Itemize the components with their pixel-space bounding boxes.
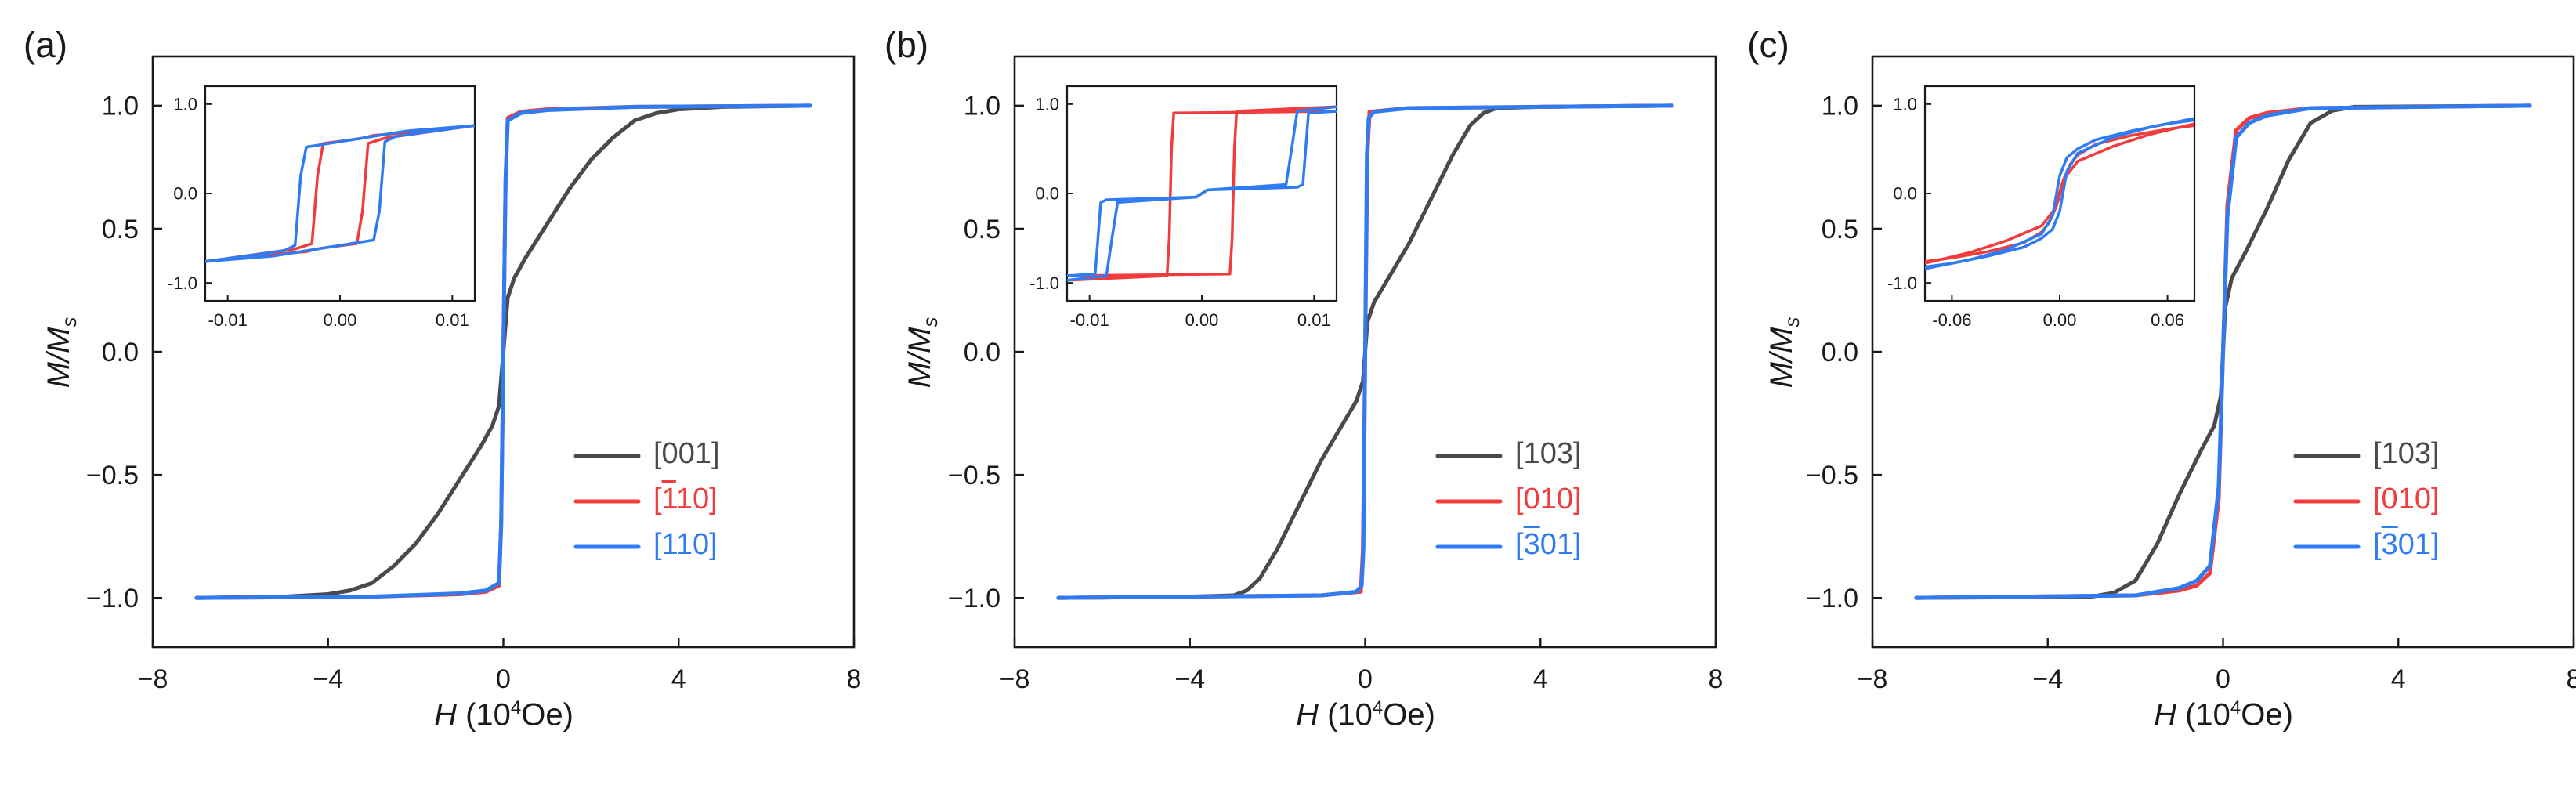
panel-a-x-tick-label: −4 — [313, 664, 343, 694]
series-line--010-up — [1067, 105, 1337, 277]
panel-b-x-tick-label: 0 — [1358, 664, 1373, 694]
panel-c-inset-x-tick-label: 0.06 — [2151, 310, 2184, 330]
panel-c-x-tick-label: 0 — [2216, 664, 2230, 694]
x-axis-title-a: H (104Oe) — [434, 697, 573, 733]
panel-b-y-tick-label: 1.0 — [964, 92, 1000, 121]
legend-entry-c-2: [010] — [2373, 483, 2440, 515]
panel-c-y-tick-label: −0.5 — [1806, 461, 1858, 490]
panel-a-x-tick-label: −8 — [138, 664, 168, 694]
panel-label-a: (a) — [23, 24, 68, 65]
series-line--110-down — [205, 124, 475, 263]
panel-c-x-tick-label: 8 — [2567, 664, 2576, 694]
panel-a-axes: −8 −4 0 4 8 −1.0 −0.5 0.0 0.5 1.0 — [86, 55, 862, 694]
panel-a-inset-y-tick-label: -1.0 — [168, 273, 197, 293]
legend-entry-c-1: [103] — [2373, 437, 2440, 470]
panel-a-inset-x-tick-label: 0.00 — [324, 310, 357, 330]
series-line--301-down — [1925, 117, 2194, 269]
legend-entry-a-3: [110] — [653, 528, 718, 561]
legend-entry-b-2: [010] — [1515, 483, 1582, 515]
series-line--301- — [1056, 103, 1674, 600]
panel-c-series-group — [1914, 103, 2532, 600]
panel-a-inset-x-tick-label: -0.01 — [208, 310, 248, 330]
panel-c-y-tick-label: −1.0 — [1806, 584, 1858, 613]
panel-b-inset-series-group — [1067, 105, 1337, 282]
panel-a-inset-y-tick-label: 0.0 — [173, 184, 197, 204]
y-axis-title-b: M/Ms — [903, 317, 942, 389]
panel-b-inset-y-tick-label: -1.0 — [1029, 273, 1059, 293]
panel-b-axes: −8 −4 0 4 8 −1.0 −0.5 0.0 0.5 1.0 — [948, 55, 1724, 694]
legend-entry-c-3: [301] — [2373, 528, 2440, 561]
panel-b-x-tick-label: 8 — [1709, 664, 1724, 694]
panel-b-y-tick-label: 0.5 — [964, 215, 1000, 244]
panel-b-x-tick-label: −8 — [1000, 664, 1030, 694]
panel-b-inset-y-tick-label: 1.0 — [1035, 95, 1059, 114]
panel-label-b: (b) — [884, 24, 929, 65]
legend-entry-a-1: [001] — [653, 437, 720, 470]
panel-b-y-tick-label: −1.0 — [948, 584, 1000, 613]
panel-a-x-tick-label: 8 — [847, 664, 862, 694]
panel-c-inset-y-tick-label: 1.0 — [1893, 95, 1917, 114]
panel-b-x-tick-label: −4 — [1174, 664, 1205, 694]
panel-c-y-tick-label: 0.5 — [1822, 215, 1858, 244]
series-line--110- — [194, 103, 812, 600]
x-axis-title-c: H (104Oe) — [2154, 697, 2293, 733]
panel-b-y-tick-label: −0.5 — [948, 461, 1000, 490]
panel-label-c: (c) — [1747, 24, 1789, 65]
panel-a-inset-axes: -0.01 0.00 0.01 -1.0 0.0 1.0 — [168, 85, 476, 330]
legend-entry-b-3: [301] — [1515, 528, 1582, 561]
series-line--110-up — [205, 124, 475, 263]
panel-c-inset-y-tick-label: -1.0 — [1887, 273, 1917, 293]
panel-c-inset-y-tick-label: 0.0 — [1893, 184, 1917, 204]
panel-c-inset-series-group — [1925, 117, 2194, 270]
panel-a-x-tick-label: 0 — [496, 664, 511, 694]
panel-c-x-tick-label: 4 — [2391, 664, 2406, 694]
y-axis-title-a: M/Ms — [42, 317, 81, 389]
panel-a-x-tick-label: 4 — [671, 664, 686, 694]
panel-a-y-tick-label: −1.0 — [86, 584, 139, 613]
series-line--301- — [1914, 103, 2532, 600]
panel-b-series-group — [1056, 103, 1674, 600]
panel-c-y-tick-label: 1.0 — [1822, 92, 1858, 121]
panel-b-x-tick-label: 4 — [1533, 664, 1548, 694]
panel-a-y-tick-label: 0.0 — [102, 338, 139, 367]
panel-a-y-tick-label: 1.0 — [102, 92, 139, 121]
panel-a-y-tick-label: 0.5 — [102, 215, 139, 244]
panel-a-inset-x-tick-label: 0.01 — [436, 310, 469, 330]
panel-a-inset-frame — [204, 85, 476, 302]
panel-c-inset-x-tick-label: 0.00 — [2043, 310, 2077, 330]
y-axis-title-c: M/Ms — [1764, 317, 1804, 389]
panel-a-inset-y-tick-label: 1.0 — [173, 95, 197, 114]
panel-b-inset-x-tick-label: 0.01 — [1297, 310, 1331, 330]
panel-b-inset-x-tick-label: -0.01 — [1070, 310, 1109, 330]
legend-entry-a-2: [110] — [653, 483, 718, 515]
panel-c-x-tick-label: −4 — [2032, 664, 2063, 694]
panel-c-y-tick-label: 0.0 — [1822, 338, 1858, 367]
panel-b-inset-y-tick-label: 0.0 — [1035, 184, 1059, 204]
panel-a-inset-series-group — [205, 124, 475, 263]
panel-b-inset-axes: -0.01 0.00 0.01 -1.0 0.0 1.0 — [1029, 85, 1338, 330]
panel-c-axes: −8 −4 0 4 8 −1.0 −0.5 0.0 0.5 1.0 — [1806, 55, 2576, 694]
panel-c-inset-x-tick-label: -0.06 — [1932, 310, 1971, 330]
panel-b-y-tick-label: 0.0 — [964, 338, 1000, 367]
series-line--010-down — [1067, 110, 1337, 282]
x-axis-title-b: H (104Oe) — [1296, 697, 1435, 733]
series-line--301-down — [1067, 110, 1337, 282]
legend-entry-b-1: [103] — [1515, 437, 1582, 470]
panel-c-inset-axes: -0.06 0.00 0.06 -1.0 0.0 1.0 — [1887, 85, 2196, 330]
panel-a-y-tick-label: −0.5 — [86, 461, 139, 490]
panel-a-series-group — [194, 103, 812, 600]
panel-c-x-tick-label: −8 — [1858, 664, 1888, 694]
panel-b-inset-x-tick-label: 0.00 — [1185, 310, 1219, 330]
